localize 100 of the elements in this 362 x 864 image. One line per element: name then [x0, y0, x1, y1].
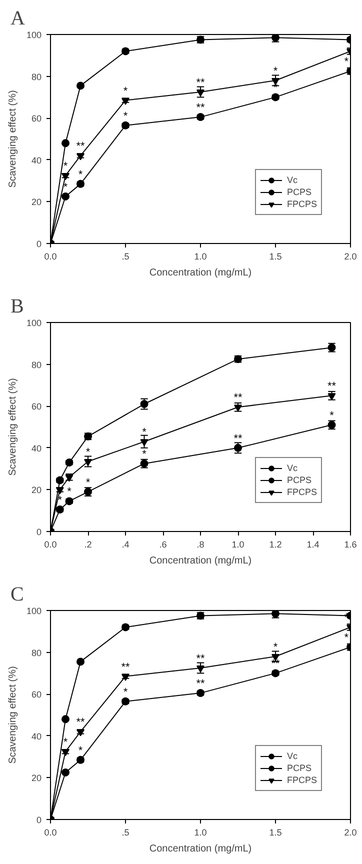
point: [234, 444, 242, 452]
x-tick-label: 2.0: [344, 828, 357, 838]
legend-label: Vc: [286, 750, 298, 762]
annotation: **: [121, 661, 130, 674]
annotation: **: [76, 140, 86, 153]
point: [62, 715, 70, 724]
point: [76, 658, 84, 666]
point: [84, 458, 92, 466]
y-axis-title: Scavenging effect (%): [7, 666, 18, 764]
x-tick-label: .5: [122, 828, 130, 838]
annotation: *: [344, 632, 350, 644]
annotation: **: [196, 652, 206, 665]
point: [140, 439, 148, 446]
x-tick-label: .8: [196, 540, 204, 550]
legend-label: FPCPS: [286, 486, 317, 498]
annotation: **: [196, 678, 206, 690]
x-tick-label: 1.5: [269, 252, 282, 262]
y-tick-label: 60: [31, 402, 42, 412]
legend-label: PCPS: [286, 186, 312, 198]
annotation: *: [58, 494, 63, 507]
y-tick-label: 40: [31, 731, 42, 742]
x-axis-title: Concentration (mg/mL): [149, 844, 252, 854]
x-tick-label: .4: [122, 540, 130, 550]
x-axis-title: Concentration (mg/mL): [149, 268, 252, 278]
x-tick-label: 1.0: [194, 252, 207, 262]
legend-label: PCPS: [286, 474, 312, 486]
x-tick-label: 1.4: [306, 540, 320, 550]
x-tick-label: 1.6: [344, 540, 357, 550]
y-tick-label: 0: [36, 239, 42, 249]
x-tick-label: 1.0: [232, 540, 244, 550]
x-tick-label: 1.2: [269, 540, 282, 550]
y-tick-label: 0: [36, 527, 42, 537]
annotation: *: [86, 446, 91, 458]
annotation: **: [196, 76, 206, 89]
y-tick-label: 20: [31, 197, 42, 208]
point: [272, 78, 280, 86]
y-tick-label: 60: [31, 690, 42, 700]
x-tick-label: .5: [122, 252, 130, 262]
point: [234, 404, 242, 412]
point: [62, 749, 70, 756]
point: [76, 729, 84, 736]
annotation: *: [123, 686, 128, 698]
x-tick-label: 1.5: [269, 828, 282, 838]
annotation: *: [63, 160, 68, 173]
point: [76, 153, 84, 160]
annotation: *: [123, 85, 128, 98]
annotation: *: [78, 744, 84, 757]
annotation: *: [123, 110, 128, 122]
annotation: *: [78, 168, 84, 181]
y-tick-label: 80: [31, 648, 42, 658]
point: [272, 610, 280, 618]
y-tick-label: 20: [31, 773, 42, 784]
annotation: *: [330, 410, 335, 422]
y-tick-label: 60: [31, 114, 42, 124]
chart-title: C: [10, 584, 24, 606]
x-axis-title: Concentration (mg/mL): [149, 556, 252, 566]
x-tick-label: 1.0: [194, 828, 207, 838]
point: [62, 192, 70, 200]
point: [272, 34, 280, 42]
x-tick-label: .2: [84, 540, 92, 550]
point: [62, 173, 70, 180]
point: [62, 768, 70, 776]
y-axis-title: Scavenging effect (%): [7, 378, 18, 476]
point: [122, 674, 130, 681]
point: [56, 487, 64, 494]
y-axis-title: Scavenging effect (%): [7, 90, 18, 188]
point: [328, 393, 336, 400]
legend-label: FPCPS: [286, 774, 317, 786]
y-tick-label: 40: [31, 443, 42, 454]
x-tick-label: 0.0: [44, 540, 57, 550]
annotation: *: [63, 736, 68, 749]
annotation: *: [273, 65, 278, 78]
point: [76, 82, 84, 90]
y-tick-label: 100: [26, 30, 42, 40]
annotation: **: [76, 716, 86, 729]
y-tick-label: 40: [31, 155, 42, 166]
y-tick-label: 100: [26, 318, 42, 328]
legend-label: Vc: [286, 174, 298, 186]
y-tick-label: 80: [31, 72, 42, 82]
annotation: *: [273, 641, 278, 654]
annotation: *: [63, 181, 68, 194]
x-tick-label: 0.0: [44, 828, 57, 838]
legend-label: FPCPS: [286, 198, 317, 210]
point: [196, 665, 204, 673]
x-tick-label: 2.0: [344, 252, 357, 262]
chart-title: A: [10, 8, 26, 30]
legend-label: Vc: [286, 462, 298, 474]
point: [140, 400, 148, 408]
chart-title: B: [10, 296, 24, 318]
annotation: *: [344, 56, 350, 68]
annotation: **: [234, 432, 243, 445]
point: [62, 139, 70, 148]
y-tick-label: 20: [31, 485, 42, 496]
point: [122, 98, 130, 105]
legend-label: PCPS: [286, 762, 312, 774]
annotation: *: [142, 426, 148, 439]
y-tick-label: 0: [36, 815, 42, 825]
y-tick-label: 100: [26, 606, 42, 616]
point: [196, 89, 204, 97]
y-tick-label: 80: [31, 360, 42, 370]
